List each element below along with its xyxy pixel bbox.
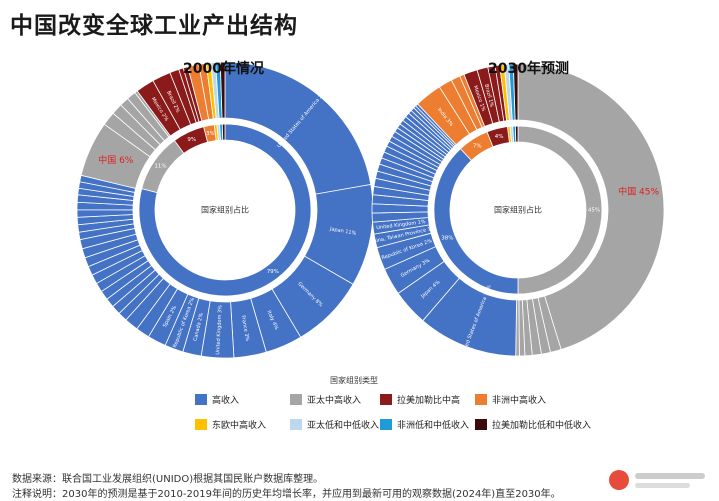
chart2000-outer-label-1: Japan 11% xyxy=(328,226,357,237)
chart2030-outer-label-40: Brazil 1% xyxy=(483,84,495,108)
legend-swatch xyxy=(195,419,207,430)
chart2030-inner-label-1: 38% xyxy=(441,235,453,241)
legend-label: 亚太中高收入 xyxy=(307,396,362,406)
chart2030-center-label: 国家组别占比 xyxy=(494,205,542,215)
legend-label: 非洲低和中低收入 xyxy=(397,421,470,431)
legend-item-asia_pacific_upper_mid: 亚太中高收入 xyxy=(290,393,361,406)
legend-label: 非洲中高收入 xyxy=(492,396,547,406)
legend-label: 东欧中高收入 xyxy=(212,421,267,431)
legend-swatch xyxy=(290,419,302,430)
chart2030-inner-label-2: 7% xyxy=(473,143,482,149)
chart2000-inner-label-1: 11% xyxy=(154,164,166,170)
legend-swatch xyxy=(475,394,487,405)
chart2030-inner-slice-7 xyxy=(514,125,519,143)
chart2000-inner-label-3: 3% xyxy=(206,131,215,137)
footnote-source: 数据来源：联合国工业发展组织(UNIDO)根据其国民账户数据库整理。 xyxy=(12,474,324,485)
legend-label: 亚太低和中低收入 xyxy=(307,421,380,431)
legend-item-africa_low: 非洲低和中低收入 xyxy=(380,418,469,431)
page-title: 中国改变全球工业产出结构 xyxy=(10,13,298,39)
legend-item-latam_upper_mid: 拉美加勒比中高 xyxy=(380,393,460,406)
legend-swatch xyxy=(195,394,207,405)
legend-swatch xyxy=(290,394,302,405)
legend-title: 国家组别类型 xyxy=(330,376,378,385)
chart2000-inner-label-0: 79% xyxy=(267,269,279,275)
chart2000-outer-slice-46 xyxy=(219,61,226,119)
chart2000-outer-label-4: France 3% xyxy=(240,315,250,342)
legend-item-high_income: 高收入 xyxy=(195,393,239,406)
legend-label: 拉美加勒比低和中低收入 xyxy=(492,421,592,431)
legend-item-latam_low: 拉美加勒比低和中低收入 xyxy=(475,418,591,431)
legend-item-east_europe_upper_mid: 东欧中高收入 xyxy=(195,418,266,431)
legend-item-africa_upper_mid: 非洲中高收入 xyxy=(475,393,546,406)
chart2030-inner-label-3: 4% xyxy=(495,134,504,140)
chart2000-inner-slice-7 xyxy=(221,123,226,141)
legend-label: 高收入 xyxy=(212,396,240,406)
chart2000-inner-label-2: 9% xyxy=(187,137,196,143)
chart2000-center-label: 国家组别占比 xyxy=(201,205,249,215)
chart2030-inner-label-0: 45% xyxy=(588,208,600,214)
footnote-note: 注释说明：2030年的预测是基于2010-2019年间的历史年均增长率，并应用到… xyxy=(12,489,561,500)
watermark-logo xyxy=(603,465,713,495)
legend-swatch xyxy=(380,419,392,430)
legend-label: 拉美加勒比中高 xyxy=(397,396,461,406)
chart2030-outer-slice-0 xyxy=(517,63,665,350)
legend-item-asia_pacific_low: 亚太低和中低收入 xyxy=(290,418,379,431)
chart2000-inner-slice-0 xyxy=(138,123,312,297)
chart2000-label-china: 中国 6% xyxy=(98,154,134,166)
chart2030-outer-slice-46 xyxy=(512,63,519,121)
chart-area: United States of America 22% Japan 11% Ger… xyxy=(72,48,692,381)
chart2000-outer-label-5: United Kingdom 3% xyxy=(215,305,224,355)
legend-swatch xyxy=(475,419,487,430)
chart-title-2000: 2000年情况 xyxy=(183,61,264,77)
chart-title-2030: 2030年预测 xyxy=(488,61,569,77)
legend-swatch xyxy=(380,394,392,405)
donut-charts: United States of America 22%Japan 11%Ger… xyxy=(76,61,665,359)
chart2030-label-china: 中国 45% xyxy=(618,185,659,197)
